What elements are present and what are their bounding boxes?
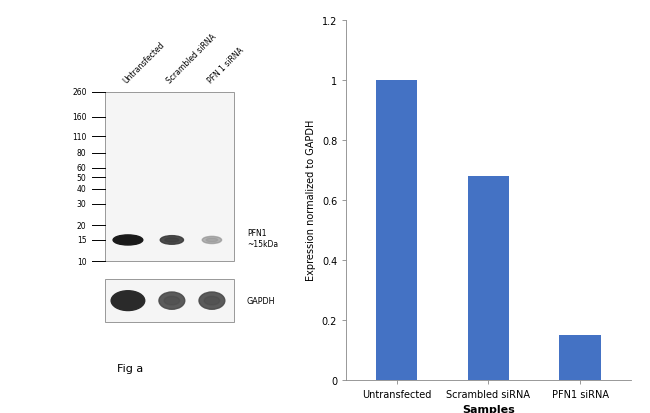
Text: PFN 1 siRNA: PFN 1 siRNA <box>205 46 245 85</box>
Text: PFN1
~15kDa: PFN1 ~15kDa <box>247 228 278 249</box>
Ellipse shape <box>204 297 220 305</box>
Text: Scrambled siRNA: Scrambled siRNA <box>166 33 218 85</box>
Text: 50: 50 <box>77 173 86 183</box>
FancyBboxPatch shape <box>105 279 234 323</box>
Text: Untransfected: Untransfected <box>122 40 166 85</box>
Ellipse shape <box>119 238 137 243</box>
Text: 80: 80 <box>77 149 86 158</box>
Ellipse shape <box>118 296 138 306</box>
Bar <box>560 335 601 380</box>
FancyBboxPatch shape <box>105 93 234 261</box>
Y-axis label: Expression normalized to GAPDH: Expression normalized to GAPDH <box>306 120 317 281</box>
Text: 40: 40 <box>77 185 86 194</box>
Ellipse shape <box>159 292 185 309</box>
Ellipse shape <box>111 291 145 311</box>
Bar <box>468 176 509 380</box>
Ellipse shape <box>164 297 179 305</box>
Text: 110: 110 <box>72 133 86 142</box>
Text: 60: 60 <box>77 164 86 173</box>
Text: 20: 20 <box>77 221 86 230</box>
X-axis label: Samples: Samples <box>462 404 515 413</box>
Ellipse shape <box>202 237 222 244</box>
Text: Fig a: Fig a <box>118 363 144 373</box>
Text: 15: 15 <box>77 236 86 245</box>
Text: 160: 160 <box>72 113 86 122</box>
Ellipse shape <box>199 292 225 309</box>
Text: 30: 30 <box>77 200 86 209</box>
Ellipse shape <box>113 235 143 245</box>
Text: GAPDH: GAPDH <box>247 297 276 305</box>
Text: 260: 260 <box>72 88 86 97</box>
Ellipse shape <box>165 238 179 242</box>
Ellipse shape <box>161 236 183 244</box>
Bar <box>376 81 417 380</box>
Ellipse shape <box>206 239 218 242</box>
Text: 10: 10 <box>77 257 86 266</box>
